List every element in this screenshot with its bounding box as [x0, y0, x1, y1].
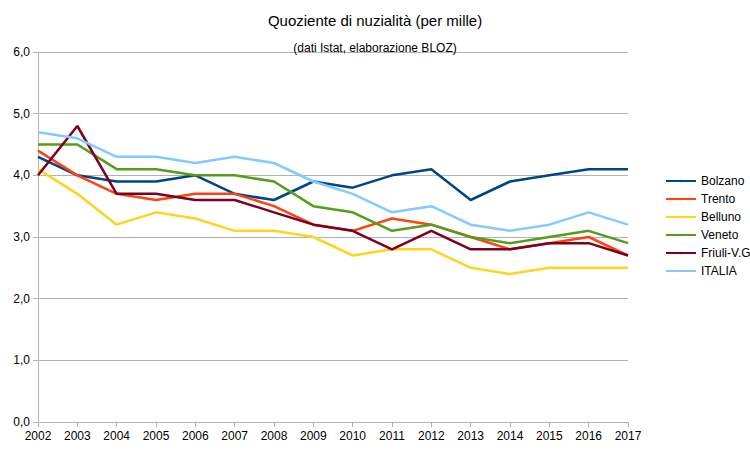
- svg-text:2008: 2008: [261, 429, 288, 443]
- svg-text:Belluno: Belluno: [701, 210, 741, 224]
- svg-text:2010: 2010: [339, 429, 366, 443]
- svg-text:2006: 2006: [182, 429, 209, 443]
- svg-text:2016: 2016: [575, 429, 602, 443]
- svg-text:0,0: 0,0: [13, 415, 30, 429]
- svg-text:2015: 2015: [536, 429, 563, 443]
- svg-text:2012: 2012: [418, 429, 445, 443]
- svg-text:2003: 2003: [64, 429, 91, 443]
- svg-text:(dati Istat, elaborazione BLOZ: (dati Istat, elaborazione BLOZ): [293, 41, 456, 55]
- svg-text:2013: 2013: [457, 429, 484, 443]
- svg-text:Bolzano: Bolzano: [701, 174, 745, 188]
- svg-text:Trento: Trento: [701, 192, 736, 206]
- svg-text:4,0: 4,0: [13, 168, 30, 182]
- svg-text:Quoziente di nuzialità (per mi: Quoziente di nuzialità (per mille): [268, 12, 482, 29]
- svg-text:2007: 2007: [221, 429, 248, 443]
- svg-text:2,0: 2,0: [13, 292, 30, 306]
- svg-text:2014: 2014: [497, 429, 524, 443]
- svg-text:2011: 2011: [379, 429, 405, 443]
- svg-text:6,0: 6,0: [13, 45, 30, 59]
- svg-text:2005: 2005: [143, 429, 170, 443]
- svg-text:2017: 2017: [615, 429, 642, 443]
- svg-text:1,0: 1,0: [13, 353, 30, 367]
- svg-text:2009: 2009: [300, 429, 327, 443]
- svg-text:ITALIA: ITALIA: [701, 264, 737, 278]
- svg-text:Friuli-V.G.: Friuli-V.G.: [701, 246, 750, 260]
- svg-text:2002: 2002: [25, 429, 52, 443]
- svg-text:3,0: 3,0: [13, 230, 30, 244]
- svg-text:5,0: 5,0: [13, 107, 30, 121]
- svg-text:2004: 2004: [103, 429, 130, 443]
- svg-text:Veneto: Veneto: [701, 228, 739, 242]
